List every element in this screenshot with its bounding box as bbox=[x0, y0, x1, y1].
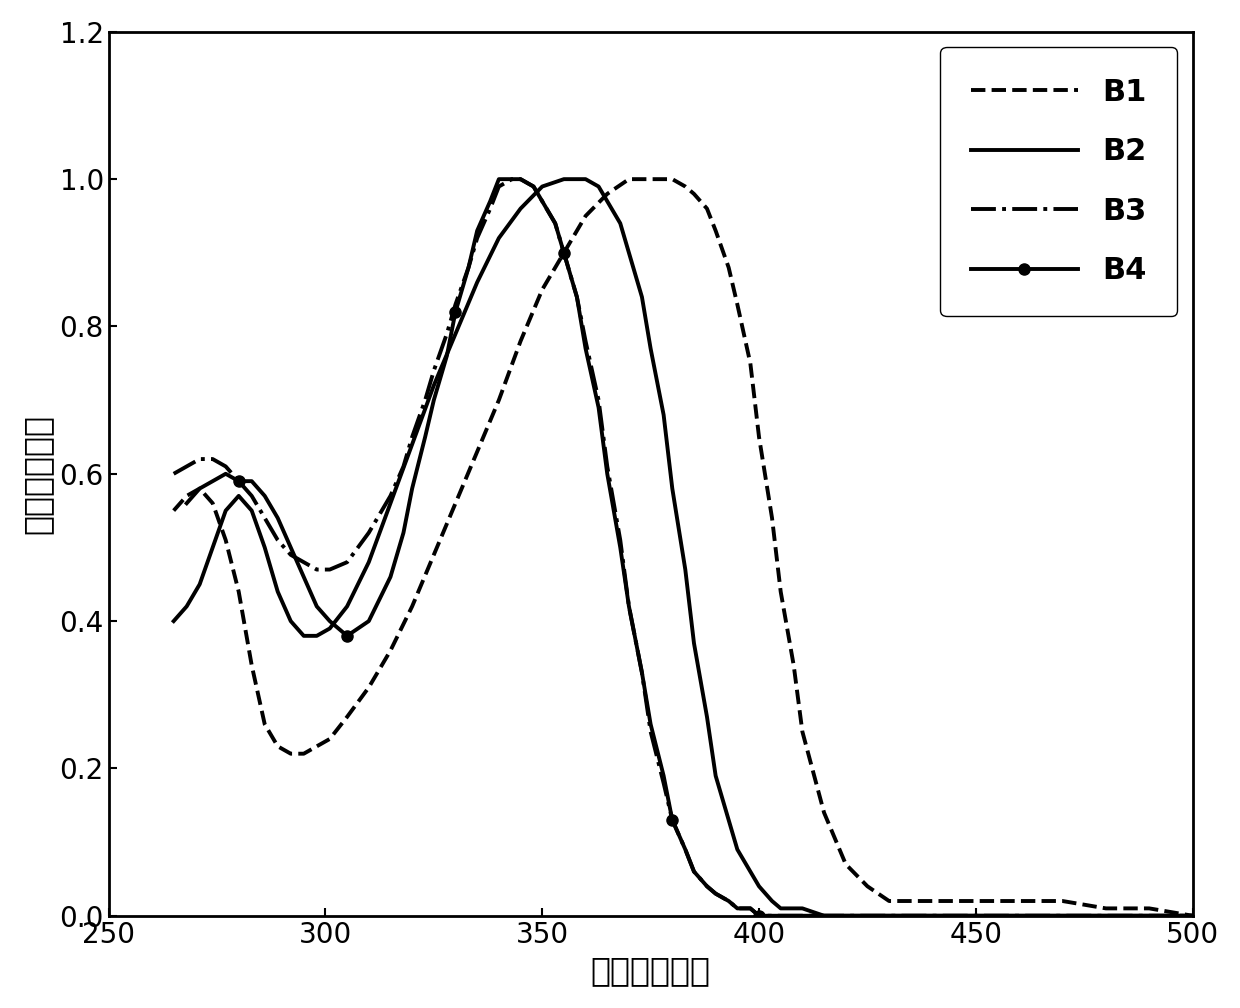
X-axis label: 波长（纳米）: 波长（纳米） bbox=[590, 955, 711, 987]
B3 bbox=[404, 430, 419, 443]
B4 bbox=[491, 173, 506, 185]
B2 bbox=[730, 844, 745, 856]
B1 bbox=[751, 430, 766, 443]
Legend: B1, B2, B3, B4: B1, B2, B3, B4 bbox=[940, 47, 1177, 316]
B4 bbox=[751, 909, 766, 921]
Line: B4: B4 bbox=[181, 173, 1198, 921]
B3 bbox=[699, 880, 714, 892]
B3 bbox=[427, 365, 441, 377]
Line: B1: B1 bbox=[174, 179, 1193, 915]
B1 bbox=[283, 748, 298, 760]
B3 bbox=[505, 173, 520, 185]
B1 bbox=[1185, 909, 1200, 921]
B2 bbox=[817, 909, 832, 921]
B2 bbox=[578, 173, 593, 185]
B4 bbox=[180, 497, 195, 509]
B2 bbox=[206, 541, 221, 553]
B3 bbox=[1185, 909, 1200, 921]
B4 bbox=[569, 291, 584, 303]
B2 bbox=[557, 173, 572, 185]
B2 bbox=[383, 497, 398, 509]
B4 bbox=[340, 630, 355, 642]
B2 bbox=[743, 866, 758, 878]
B3 bbox=[166, 468, 181, 480]
B3 bbox=[569, 291, 584, 303]
B4 bbox=[925, 909, 940, 921]
Line: B2: B2 bbox=[174, 179, 1193, 915]
B3 bbox=[548, 218, 563, 230]
B2 bbox=[192, 579, 207, 591]
Y-axis label: 相对吸收强度: 相对吸收强度 bbox=[21, 414, 53, 534]
B4 bbox=[1185, 909, 1200, 921]
B2 bbox=[1185, 909, 1200, 921]
B3 bbox=[751, 909, 766, 921]
B1 bbox=[166, 505, 181, 517]
B4 bbox=[244, 475, 259, 487]
B1 bbox=[621, 173, 636, 185]
B1 bbox=[678, 180, 693, 193]
Line: B3: B3 bbox=[174, 179, 1193, 915]
B1 bbox=[491, 394, 506, 406]
B1 bbox=[708, 225, 723, 237]
B4 bbox=[644, 718, 658, 730]
B1 bbox=[699, 203, 714, 215]
B4 bbox=[404, 483, 419, 495]
B2 bbox=[166, 615, 181, 627]
B3 bbox=[1142, 909, 1157, 921]
